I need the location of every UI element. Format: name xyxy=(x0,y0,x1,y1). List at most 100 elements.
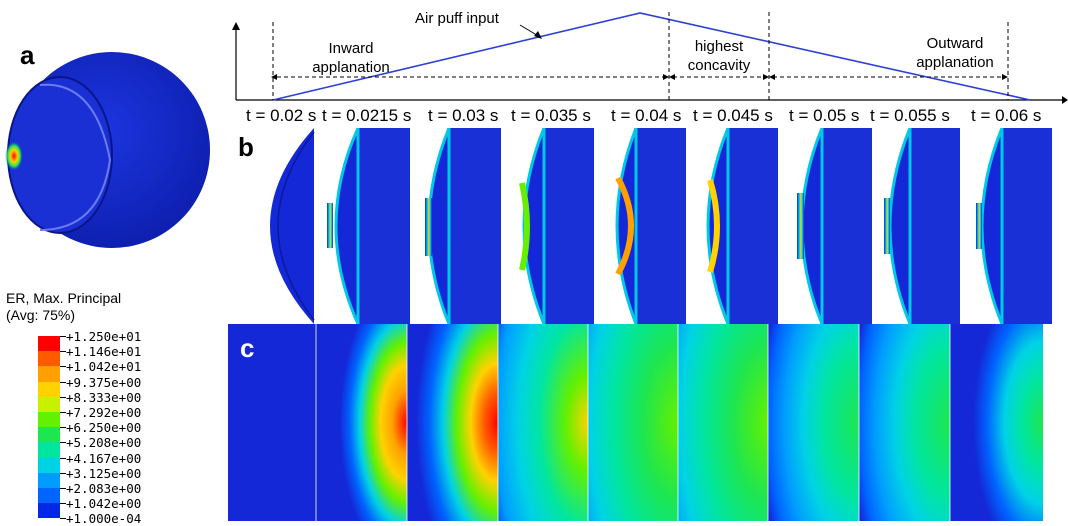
legend-tick xyxy=(60,381,66,383)
time-axis-arrow xyxy=(1062,96,1068,104)
legend-value: +1.146e+01 xyxy=(66,344,142,360)
legend-row: +1.042e+00 xyxy=(6,496,206,519)
legend-tick xyxy=(60,442,66,444)
phase-inward-line1: Inward xyxy=(328,40,374,57)
contour-3 xyxy=(407,324,498,521)
legend-swatch xyxy=(38,472,60,488)
outward-arrow-left xyxy=(769,74,775,80)
strain-contour-row xyxy=(228,324,1043,521)
section-6 xyxy=(706,128,778,324)
section-2 xyxy=(327,128,410,324)
legend-subtitle: (Avg: 75%) xyxy=(6,307,75,323)
panel-label-a: a xyxy=(20,40,35,70)
time-label-1: t = 0.0215 s xyxy=(322,106,412,125)
legend-swatch xyxy=(38,427,60,443)
legend-row: +1.146e+01 xyxy=(6,344,206,367)
legend-row: +3.125e+00 xyxy=(6,466,206,488)
input-leader-arrow xyxy=(534,31,542,39)
eyeball-model xyxy=(5,52,210,248)
legend-row: +4.167e+00 xyxy=(6,451,206,473)
phase-concavity-label: highest concavity xyxy=(672,37,766,75)
legend-tick xyxy=(60,457,66,459)
contour-2 xyxy=(316,324,407,521)
legend-row: +1.250e+01 xyxy=(6,329,206,352)
legend-tick xyxy=(60,366,66,368)
legend-value: +8.333e+00 xyxy=(66,389,142,405)
time-label-4: t = 0.04 s xyxy=(611,106,682,125)
legend-value: +3.125e+00 xyxy=(66,465,142,481)
time-label-6: t = 0.05 s xyxy=(789,106,860,125)
legend-value: +7.292e+00 xyxy=(66,404,142,420)
legend-swatch xyxy=(38,487,60,504)
legend-row: +2.083e+00 xyxy=(6,481,206,504)
air-puff-label: Air puff input xyxy=(415,10,500,27)
legend-swatch xyxy=(38,411,60,428)
legend-value: +1.250e+01 xyxy=(66,329,142,344)
phase-concavity-line1: highest xyxy=(694,38,744,55)
legend-value: +1.000e-04 xyxy=(66,511,142,526)
legend-value: +2.083e+00 xyxy=(66,480,142,496)
legend-row: +9.375e+00 xyxy=(6,375,206,397)
pressure-axis-arrow xyxy=(232,22,240,30)
section-7 xyxy=(797,128,872,324)
legend-swatch xyxy=(38,351,60,367)
cornea-section-row xyxy=(270,128,1052,324)
legend-tick xyxy=(60,503,66,505)
phase-inward-line2: applanation xyxy=(312,59,390,76)
time-label-7: t = 0.055 s xyxy=(870,106,950,125)
legend-tick xyxy=(60,351,66,353)
concavity-arrow-right xyxy=(763,74,769,80)
phase-inward-label: Inward applanation xyxy=(296,39,406,77)
legend-swatch xyxy=(38,381,60,397)
legend-tick xyxy=(60,396,66,398)
section-1 xyxy=(270,128,315,324)
contour-7 xyxy=(768,324,859,521)
legend-value: +9.375e+00 xyxy=(66,374,142,390)
air-puff-curve xyxy=(272,12,1031,101)
legend-tick xyxy=(60,427,66,429)
section-3 xyxy=(425,128,501,324)
legend-title: ER, Max. Principal xyxy=(6,290,122,306)
legend-tick xyxy=(60,411,66,413)
strain-legend: ER, Max. Principal (Avg: 75%) +1.250e+01… xyxy=(6,290,206,526)
panel-label-b: b xyxy=(238,132,254,162)
inward-arrow-right xyxy=(663,74,669,80)
legend-row: +5.208e+00 xyxy=(6,435,206,458)
legend-value: +1.042e+00 xyxy=(66,496,142,512)
concavity-arrow-left xyxy=(669,74,675,80)
time-label-0: t = 0.02 s xyxy=(246,106,317,125)
time-label-5: t = 0.045 s xyxy=(693,106,773,125)
panel-label-c: c xyxy=(240,333,255,363)
legend-row: +1.042e+01 xyxy=(6,359,206,382)
legend-value: +4.167e+00 xyxy=(66,450,142,466)
apex-strain-spot xyxy=(5,141,23,171)
legend-tick xyxy=(60,472,66,474)
contour-4 xyxy=(498,324,588,521)
legend-body: +1.250e+01 +1.146e+01 +1.042e+01 +9.375e+00… xyxy=(6,329,206,526)
legend-swatch xyxy=(38,503,60,519)
legend-row: +1.000e-04 xyxy=(6,511,206,526)
legend-swatch xyxy=(38,457,60,473)
section-8 xyxy=(884,128,960,324)
legend-row: +6.250e+00 xyxy=(6,420,206,443)
phase-outward-label: Outward applanation xyxy=(900,34,1010,72)
legend-swatch xyxy=(38,366,60,382)
contour-9 xyxy=(950,324,1043,521)
legend-tick xyxy=(60,487,66,489)
air-puff-timeline: Air puff input xyxy=(232,10,1068,104)
legend-row: +8.333e+00 xyxy=(6,390,206,412)
section-4 xyxy=(519,128,594,324)
legend-row: +7.292e+00 xyxy=(6,405,206,428)
legend-value: +6.250e+00 xyxy=(66,420,142,436)
section-5 xyxy=(615,128,686,324)
outward-arrow-right xyxy=(1002,74,1008,80)
legend-swatch xyxy=(38,442,60,458)
legend-swatch xyxy=(38,396,60,412)
legend-tick xyxy=(60,518,66,520)
contour-5 xyxy=(588,324,678,521)
phase-outward-line2: applanation xyxy=(916,54,994,71)
legend-swatch xyxy=(38,336,60,352)
time-label-2: t = 0.03 s xyxy=(428,106,499,125)
contour-8 xyxy=(859,324,950,521)
legend-value: +1.042e+01 xyxy=(66,359,142,375)
